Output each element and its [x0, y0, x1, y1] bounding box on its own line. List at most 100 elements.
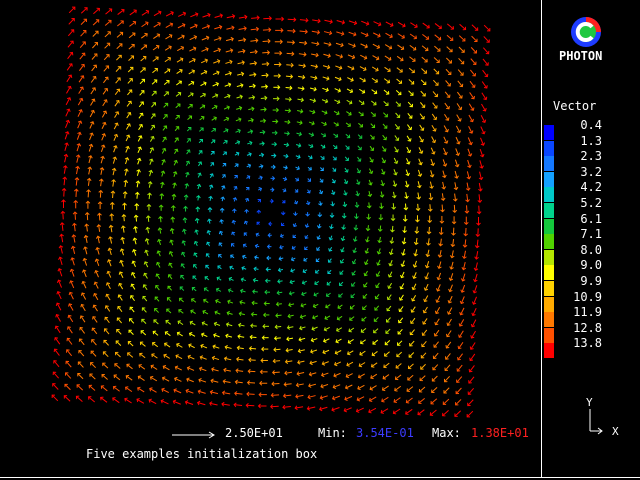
vector-arrow-head: [153, 79, 158, 83]
vector-arrow: [78, 361, 84, 368]
vector-arrow: [479, 148, 484, 157]
vector-arrow: [78, 86, 84, 94]
vector-arrow-head: [312, 303, 317, 309]
vector-arrow-head: [290, 268, 294, 273]
vector-arrow: [153, 22, 161, 28]
vector-arrow-head: [292, 28, 296, 34]
vector-arrow-head: [157, 227, 163, 231]
legend-tick: 5.2: [580, 196, 602, 210]
vector-arrow: [370, 134, 375, 140]
vector-plot[interactable]: [0, 0, 542, 478]
vector-arrow: [402, 248, 406, 256]
vector-arrow-head: [240, 277, 245, 282]
vector-arrow: [65, 120, 69, 129]
vector-arrow: [481, 81, 488, 89]
vector-arrow-head: [256, 209, 262, 213]
vector-arrow-head: [113, 133, 119, 138]
vector-arrow-head: [84, 7, 88, 11]
vector-arrow-head: [102, 351, 107, 355]
vector-arrow: [312, 19, 321, 22]
vector-arrow-head: [350, 294, 354, 298]
vector-arrow: [295, 406, 304, 409]
vector-arrow: [95, 270, 99, 278]
vector-arrow-head: [254, 49, 258, 55]
vector-arrow-head: [398, 308, 403, 312]
vector-arrow-head: [142, 55, 147, 60]
vector-arrow-head: [258, 187, 263, 192]
vector-arrow: [356, 396, 365, 401]
vector-arrow-head: [363, 55, 368, 60]
vector-arrow: [88, 396, 96, 403]
vector-arrow-head: [405, 399, 410, 404]
vector-arrow: [149, 158, 153, 165]
vector-arrow-head: [83, 234, 89, 239]
vector-arrow-head: [191, 69, 195, 74]
legend-title: Vector: [553, 99, 597, 113]
vector-arrow: [299, 326, 306, 330]
vector-arrow-head: [145, 21, 149, 26]
legend-tick: 2.3: [580, 149, 602, 164]
vector-arrow-head: [354, 204, 360, 208]
vector-arrow-head: [457, 345, 462, 350]
vector-arrow-head: [343, 180, 349, 185]
vector-arrow: [322, 76, 330, 80]
vector-arrow-head: [65, 131, 70, 135]
vector-arrow: [282, 405, 291, 408]
vector-arrow: [200, 82, 207, 87]
vector-arrow: [298, 53, 307, 56]
vector-arrow: [321, 99, 328, 103]
vector-arrow: [357, 134, 363, 139]
vector-arrow-head: [83, 18, 87, 23]
vector-arrow: [365, 259, 369, 265]
vector-arrow: [136, 181, 139, 188]
vector-arrow: [447, 318, 452, 326]
vector-arrow-head: [91, 98, 96, 103]
vector-arrow-head: [221, 390, 226, 396]
vector-arrow: [143, 273, 148, 279]
vector-arrow: [458, 330, 464, 338]
vector-arrow-head: [335, 122, 339, 127]
vector-arrow-head: [94, 258, 100, 262]
vector-arrow: [334, 361, 342, 366]
vector-arrow-head: [217, 47, 221, 53]
vector-arrow-head: [168, 45, 172, 50]
vector-arrow: [201, 25, 210, 30]
vector-arrow-head: [377, 22, 382, 27]
vector-arrow-head: [362, 78, 366, 83]
vector-arrow: [405, 180, 409, 188]
vector-arrow-head: [127, 340, 132, 345]
vector-arrow: [376, 271, 381, 277]
vector-arrow: [180, 275, 185, 280]
vector-arrow-head: [360, 112, 364, 117]
vector-arrow: [211, 117, 217, 121]
vector-arrow: [328, 258, 332, 263]
vector-arrow-head: [396, 126, 400, 130]
vector-arrow-head: [410, 80, 415, 85]
vector-arrow: [396, 351, 403, 357]
vector-arrow-head: [226, 310, 230, 316]
vector-arrow-head: [236, 345, 240, 351]
vector-arrow-head: [77, 361, 82, 365]
vector-arrow-head: [237, 322, 242, 328]
vector-arrow-head: [61, 199, 66, 203]
vector-arrow-head: [90, 121, 95, 125]
vector-arrow-head: [288, 291, 293, 296]
vector-arrow: [464, 239, 467, 248]
vector-arrow: [251, 16, 260, 19]
vector-arrow-head: [192, 275, 196, 280]
vector-arrow: [358, 362, 366, 367]
vector-arrow-head: [288, 302, 292, 308]
vector-arrow-head: [417, 184, 422, 189]
vector-arrow: [442, 181, 445, 190]
vector-arrow-head: [135, 180, 141, 184]
vector-arrow-head: [149, 387, 153, 392]
vector-arrow-head: [181, 240, 186, 244]
vector-arrow: [438, 261, 442, 269]
vector-arrow: [430, 398, 438, 405]
vector-arrow-head: [145, 215, 151, 219]
vector-arrow: [350, 304, 355, 310]
vector-arrow: [248, 370, 256, 373]
vector-arrow-head: [156, 250, 161, 254]
vector-arrow-head: [359, 123, 363, 128]
vector-arrow: [384, 340, 391, 345]
